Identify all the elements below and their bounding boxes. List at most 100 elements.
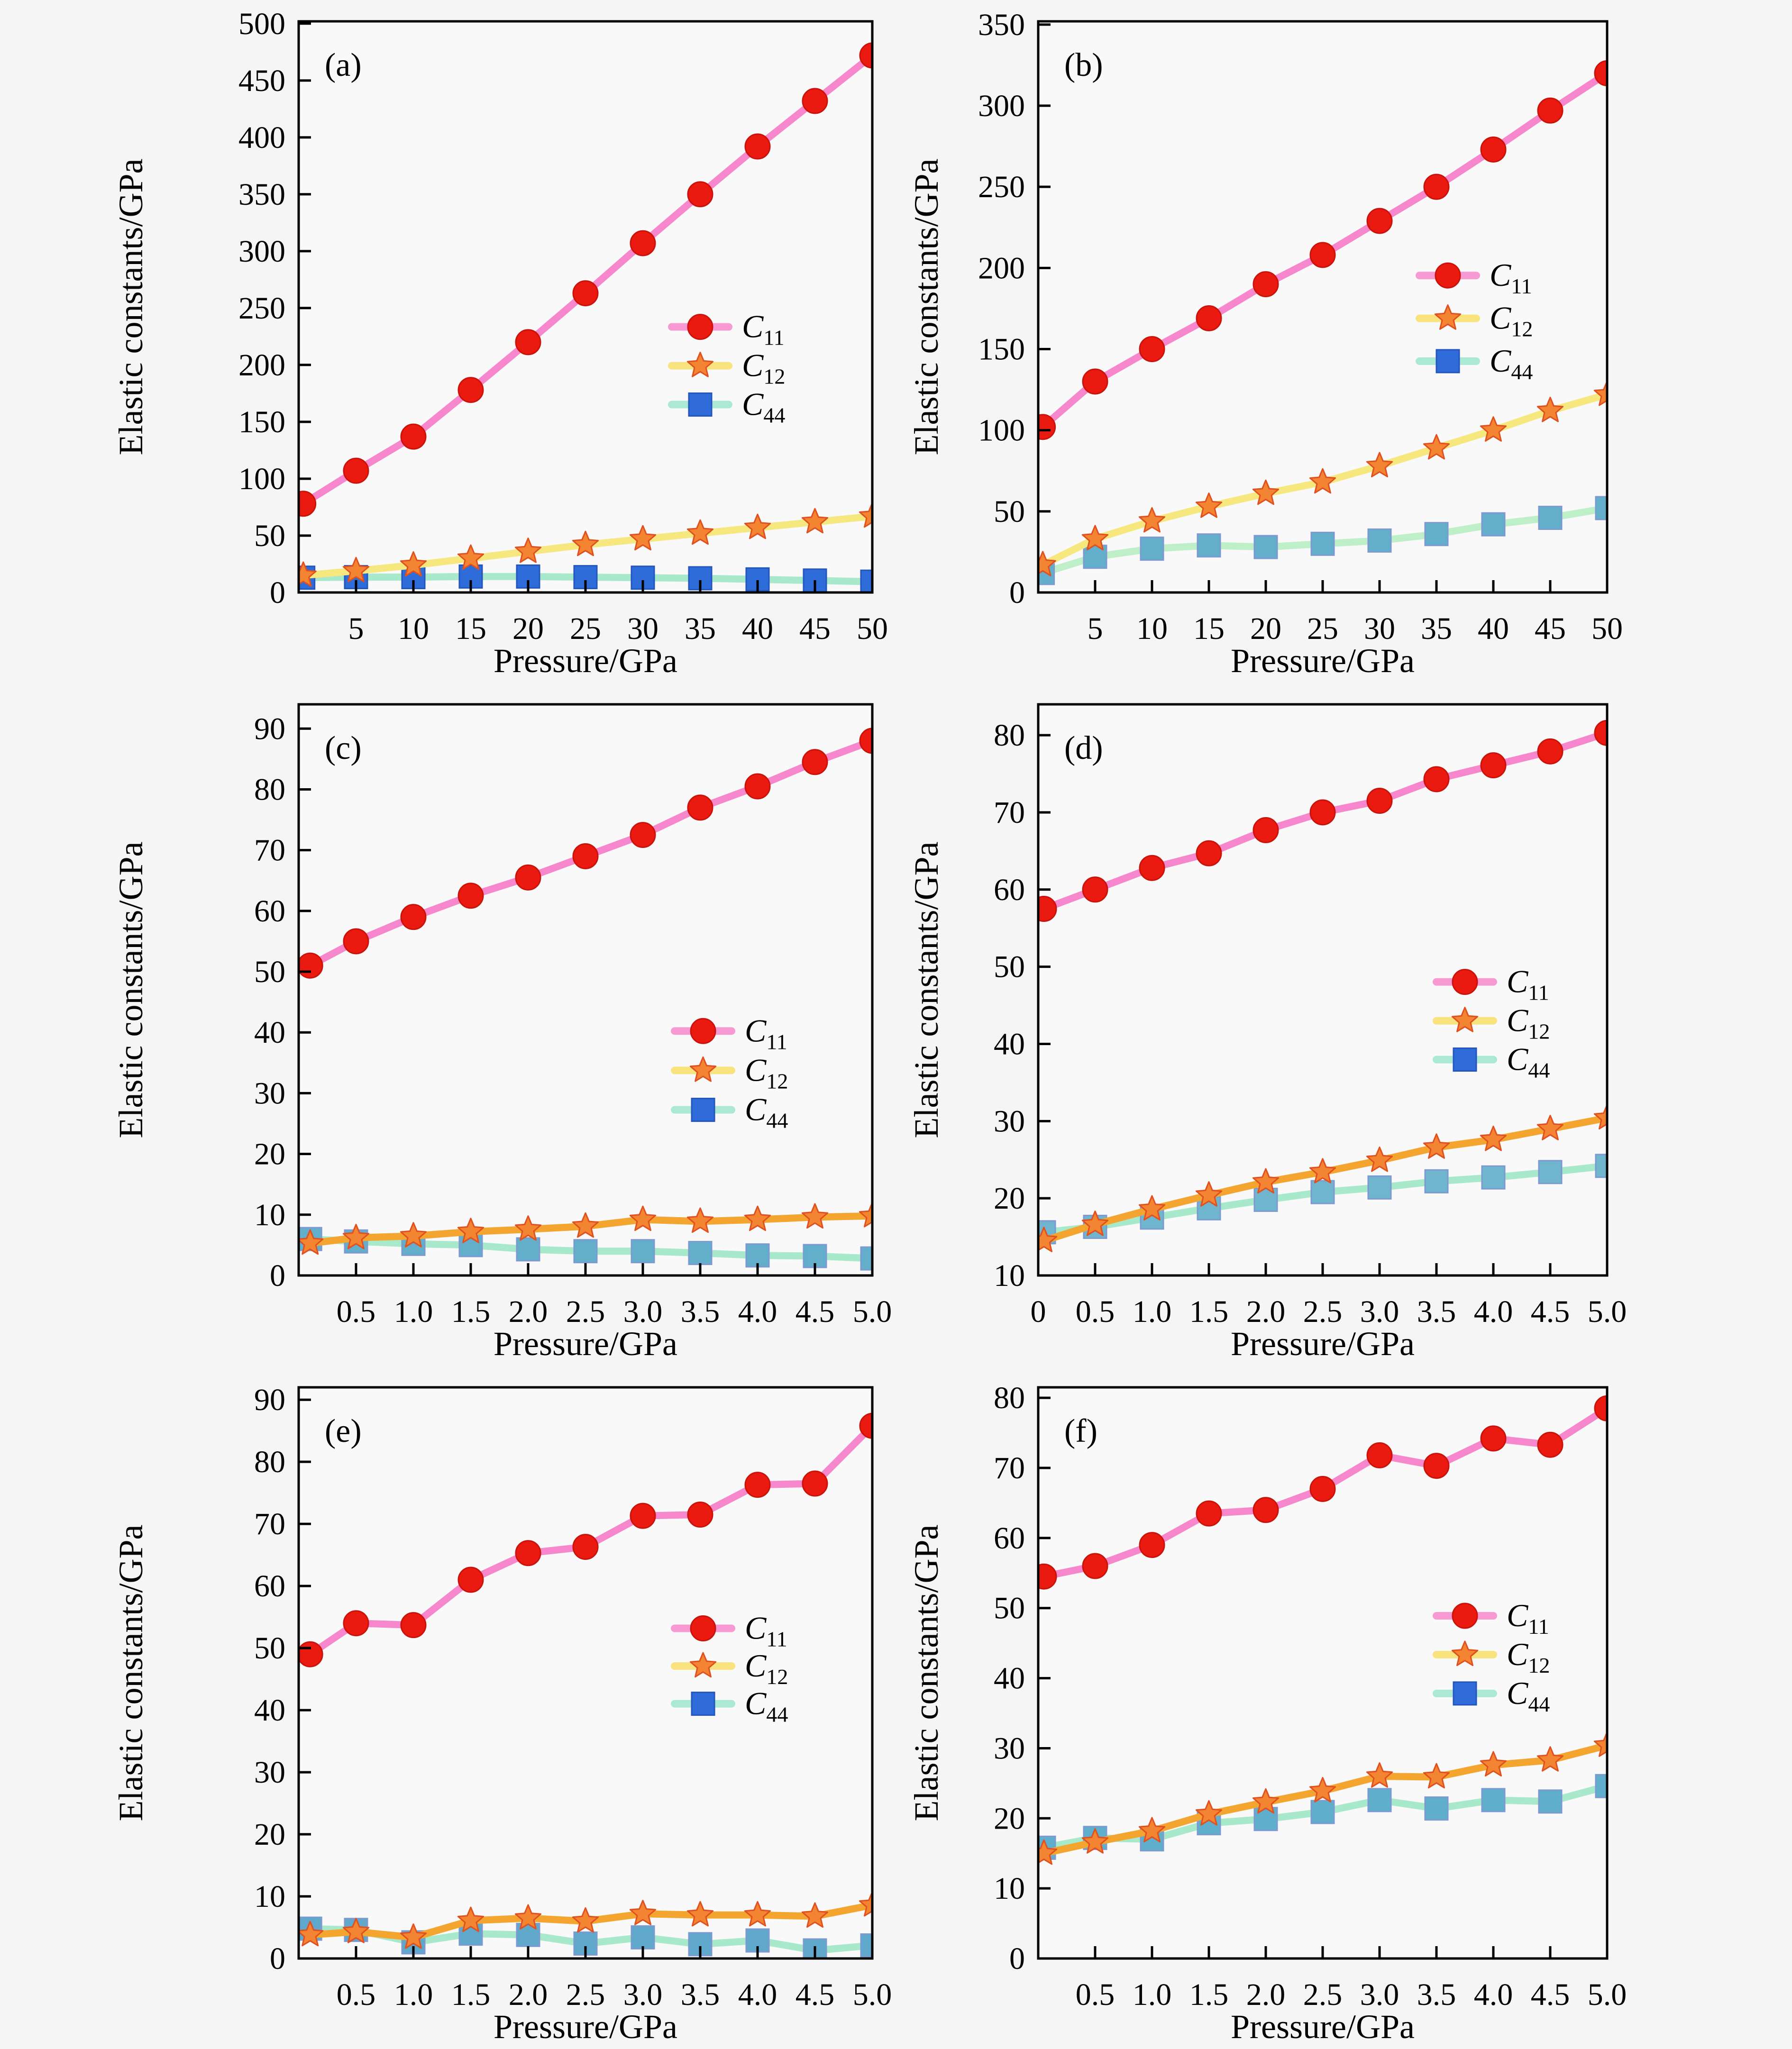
legend-label-c44: C44 bbox=[1507, 1675, 1550, 1716]
data-point-c12 bbox=[744, 513, 771, 539]
x-tick-label: 15 bbox=[1193, 611, 1225, 646]
legend-label-c11: C11 bbox=[742, 309, 785, 350]
data-point-c44 bbox=[688, 1932, 713, 1957]
series-layer bbox=[1038, 60, 1607, 585]
data-point-c11 bbox=[630, 230, 656, 256]
data-point-c11 bbox=[859, 1412, 872, 1439]
data-point-c12 bbox=[572, 1212, 599, 1238]
y-tick-label: 10 bbox=[254, 1198, 285, 1232]
x-tick-label: 30 bbox=[627, 611, 658, 646]
x-tick-label: 25 bbox=[1307, 611, 1338, 646]
data-point-c12 bbox=[1038, 1227, 1058, 1252]
data-point-c11 bbox=[515, 329, 541, 355]
data-point-c11 bbox=[1139, 336, 1165, 363]
data-point-c12 bbox=[629, 1900, 657, 1925]
data-point-c11 bbox=[1366, 208, 1393, 234]
x-tick-label: 3.0 bbox=[623, 1294, 663, 1329]
data-point-c11 bbox=[1038, 414, 1056, 440]
data-point-c11 bbox=[744, 773, 771, 800]
chart-panel-d: 0 0.5 1.0 1.5 2.0 2.5 3.0 3.5 4.0 4.5 5.0 10 20 30 40 5… bbox=[907, 703, 1627, 1363]
panel-tag: (f) bbox=[1064, 1413, 1097, 1449]
legend-label-c44: C44 bbox=[1490, 343, 1533, 384]
legend-label-c11: C11 bbox=[745, 1610, 787, 1651]
data-point-c11 bbox=[802, 88, 828, 114]
y-tick-label: 50 bbox=[254, 1631, 285, 1666]
data-point-c12 bbox=[514, 1215, 542, 1241]
y-tick-label: 70 bbox=[994, 795, 1025, 830]
data-point-c11 bbox=[744, 1472, 771, 1498]
data-point-c44 bbox=[1140, 537, 1164, 561]
data-point-c11 bbox=[1038, 1563, 1057, 1590]
x-tick-label: 2.0 bbox=[509, 1977, 548, 2012]
data-point-c12 bbox=[457, 1906, 485, 1932]
data-point-c11 bbox=[400, 1612, 427, 1639]
data-point-c12 bbox=[1480, 1751, 1507, 1777]
legend-label-c11: C11 bbox=[1507, 964, 1549, 1005]
data-point-c44 bbox=[631, 1239, 655, 1264]
legend-label-c12: C12 bbox=[1490, 300, 1533, 341]
data-point-c12 bbox=[1366, 452, 1393, 478]
data-point-c12 bbox=[1252, 1788, 1280, 1814]
data-point-c12 bbox=[1138, 1817, 1166, 1843]
data-point-c12 bbox=[1480, 1125, 1507, 1151]
y-tick-label: 20 bbox=[254, 1817, 285, 1852]
legend-marker-c44 bbox=[1453, 1681, 1477, 1706]
data-point-c11 bbox=[859, 728, 872, 754]
plot-area bbox=[1038, 1387, 1607, 1958]
data-point-c11 bbox=[687, 181, 713, 208]
x-tick-label: 5.0 bbox=[853, 1977, 892, 2012]
data-point-c44 bbox=[516, 1237, 540, 1262]
series-layer bbox=[1038, 719, 1607, 1252]
y-tick-label: 20 bbox=[254, 1137, 285, 1172]
x-tick-label: 25 bbox=[570, 611, 601, 646]
data-point-c12 bbox=[686, 1207, 714, 1233]
panel-tag: (a) bbox=[325, 47, 362, 83]
x-tick-label: 0.5 bbox=[1076, 1294, 1115, 1329]
y-tick-label: 0 bbox=[270, 1941, 285, 1976]
data-point-c11 bbox=[802, 1470, 828, 1497]
legend-marker-c44 bbox=[691, 1692, 715, 1716]
legend-marker-c11 bbox=[690, 1615, 716, 1642]
y-axis-label: Elastic constants/GPa bbox=[907, 159, 945, 455]
data-point-c44 bbox=[1595, 1154, 1607, 1178]
legend-marker-c11 bbox=[1452, 969, 1478, 995]
y-tick-label: 200 bbox=[238, 348, 285, 382]
data-point-c11 bbox=[687, 794, 713, 821]
data-point-c12 bbox=[1593, 380, 1607, 406]
data-point-c12 bbox=[457, 1218, 485, 1243]
data-point-c11 bbox=[1594, 1395, 1607, 1421]
data-point-c12 bbox=[299, 1921, 324, 1947]
data-point-c12 bbox=[342, 1918, 370, 1943]
data-point-c44 bbox=[1424, 522, 1449, 546]
data-point-c11 bbox=[1537, 97, 1563, 124]
y-tick-label: 70 bbox=[994, 1451, 1025, 1485]
x-tick-label: 4.0 bbox=[738, 1294, 777, 1329]
y-tick-label: 90 bbox=[254, 1383, 285, 1417]
legend-marker-c12 bbox=[689, 1056, 717, 1082]
x-tick-label: 3.5 bbox=[1417, 1294, 1456, 1329]
y-tick-label: 60 bbox=[254, 1569, 285, 1603]
legend-marker-c44 bbox=[1435, 349, 1460, 373]
legend-marker-c44 bbox=[691, 1098, 715, 1122]
data-point-c12 bbox=[1593, 1731, 1607, 1757]
data-point-c11 bbox=[299, 491, 317, 517]
x-tick-label: 30 bbox=[1364, 611, 1395, 646]
data-point-c44 bbox=[1595, 1774, 1607, 1798]
data-point-c12 bbox=[1138, 507, 1166, 533]
data-point-c12 bbox=[572, 530, 599, 556]
data-point-c12 bbox=[1536, 1746, 1564, 1772]
y-tick-label: 70 bbox=[254, 833, 285, 868]
legend-label-c12: C12 bbox=[1507, 1636, 1550, 1677]
y-tick-label: 300 bbox=[238, 234, 285, 269]
x-tick-label: 4.5 bbox=[1531, 1294, 1570, 1329]
data-point-c11 bbox=[299, 1641, 323, 1667]
x-tick-label: 2.5 bbox=[1303, 1294, 1343, 1329]
panel-tag: (d) bbox=[1064, 730, 1103, 766]
data-point-c12 bbox=[686, 519, 714, 545]
data-point-c12 bbox=[1081, 1828, 1109, 1854]
data-point-c44 bbox=[1424, 1169, 1449, 1193]
data-point-c11 bbox=[1309, 1475, 1336, 1502]
x-tick-label: 4.5 bbox=[795, 1977, 835, 2012]
y-tick-label: 350 bbox=[238, 177, 285, 212]
x-tick-label: 35 bbox=[1421, 611, 1452, 646]
